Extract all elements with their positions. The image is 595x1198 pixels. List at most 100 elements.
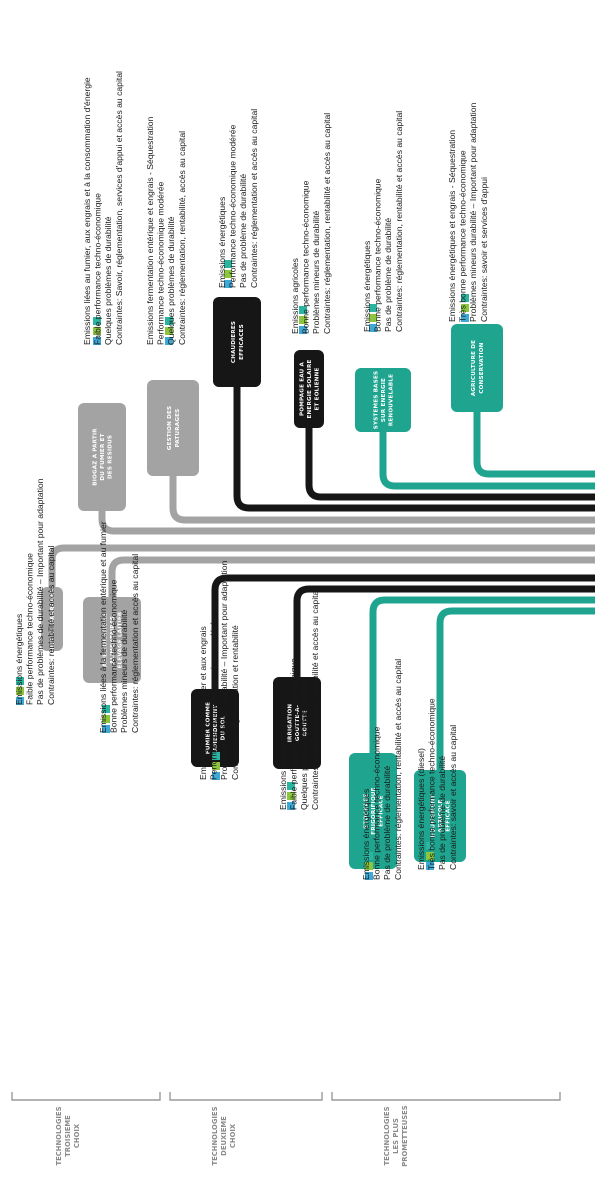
box-label-irrigation: IRRIGATION GOUTTE-A- GOUTTE bbox=[287, 704, 308, 743]
note-line: Bonne performance techno-économique bbox=[109, 579, 119, 733]
branch-irrigation bbox=[293, 585, 595, 677]
box-biogaz bbox=[78, 403, 126, 511]
energy-icon bbox=[102, 725, 110, 733]
box-label-stockage: STOCKAGE FRIGORIFIQUE EFFICACE bbox=[363, 787, 384, 834]
energy-icon bbox=[212, 772, 220, 780]
note-line: Emissions énergétiques bbox=[278, 719, 288, 810]
note-line: Emissions énergétiques bbox=[362, 241, 372, 332]
note-line: Contraintes: rentabilité et accès au cap… bbox=[46, 545, 56, 705]
note-line: Problèmes mineurs de durabilité bbox=[311, 211, 321, 334]
branch-petits-barrages bbox=[48, 544, 595, 587]
note-line: Quelques problèmes de durabilité bbox=[299, 681, 309, 810]
category-label-line: CHOIX bbox=[73, 1123, 81, 1148]
branch-chaudieres bbox=[233, 387, 595, 512]
note-line: Faible performance techno-économique bbox=[25, 553, 35, 705]
note-line: Bonne performance techno-économique bbox=[372, 726, 382, 880]
building-icon bbox=[165, 317, 173, 325]
icons-biogaz bbox=[93, 317, 101, 345]
box-label-line: GOUTTE bbox=[303, 710, 309, 737]
farm-icon bbox=[461, 304, 469, 312]
energy-icon bbox=[287, 802, 295, 810]
energy-icon bbox=[16, 697, 24, 705]
branch-agriculture bbox=[473, 412, 595, 478]
technology-notes: Emissions énergétiques Faible performance… bbox=[14, 71, 489, 880]
note-line: Contraintes: savoir et accès au capital bbox=[448, 725, 458, 870]
technology-boxes: PETITS BARRAGES AMELIORATIONS ALIMENTAIRES… bbox=[41, 297, 503, 869]
note-line: Contraintes: réglementation, rentabilité… bbox=[177, 131, 187, 345]
box-agriculture bbox=[451, 324, 503, 412]
category-third: TECHNOLOGIES TROISIEME CHOIX bbox=[55, 1106, 81, 1165]
bracket-second bbox=[169, 1092, 323, 1101]
note-line: Performance techno-économique modérée bbox=[209, 616, 219, 780]
box-label-systemes: SYSTEMES BASES SUR ENERGIE RENOUVELABLE bbox=[373, 371, 394, 429]
note-line: Emissions énergétiques (diesel) bbox=[416, 748, 426, 870]
note-line: Contraintes: réglementation et rentabili… bbox=[230, 625, 240, 780]
note-line: Contraintes: réglementation et accès au … bbox=[130, 554, 140, 733]
box-label-line: FUMIER COMME bbox=[205, 702, 211, 754]
note-line: Contraintes: savoir et services d'appui bbox=[479, 177, 489, 322]
box-label-line: AGRICOLE bbox=[438, 799, 444, 832]
box-label-pompage: POMPAGE EAU A ENERGIE SOLAIRE ET EOLIENNE bbox=[299, 360, 320, 419]
note-line: Problèmes mineurs durabilité – Important… bbox=[468, 103, 478, 322]
box-label-line: DU SOL bbox=[221, 715, 227, 740]
building-icon bbox=[224, 260, 232, 268]
building-icon bbox=[461, 294, 469, 302]
note-line: Emissions agricoles bbox=[290, 258, 300, 334]
box-label-line: STOCKAGE bbox=[363, 793, 369, 828]
note-line: Problèmes mineurs durabilité – Important… bbox=[219, 561, 229, 780]
notes-biogaz: Emissions liées au fumier, aux engrais e… bbox=[82, 71, 124, 345]
building-icon bbox=[287, 782, 295, 790]
box-label-line: AGRICULTURE DE bbox=[471, 340, 477, 396]
category-label-line: CHOIX bbox=[229, 1123, 237, 1148]
note-line: Pas de problème de durabilité bbox=[382, 766, 392, 880]
farm-icon bbox=[224, 270, 232, 278]
box-label-line: EFFICACES bbox=[239, 324, 245, 360]
box-irrigation bbox=[273, 677, 321, 769]
icons-ameliorations bbox=[102, 705, 110, 733]
box-chaudieres bbox=[213, 297, 261, 387]
box-label-line: SUR ENERGIE bbox=[381, 378, 387, 422]
note-line: Emissions fermentation entérique et engr… bbox=[145, 116, 155, 345]
box-label-line: ENERGIE SOLAIRE bbox=[307, 360, 313, 419]
category-label-line: TECHNOLOGIES bbox=[211, 1106, 219, 1165]
category-best: TECHNOLOGIES LES PLUS PROMETTEUSES bbox=[383, 1105, 409, 1167]
building-icon bbox=[426, 842, 434, 850]
bracket-third bbox=[11, 1092, 161, 1101]
box-ameliorations bbox=[83, 597, 141, 683]
energy-icon bbox=[365, 872, 373, 880]
notes-fumier-sol: Emissions liées au fumier et aux engrais… bbox=[198, 561, 240, 780]
energy-icon bbox=[93, 337, 101, 345]
category-label-line: TECHNOLOGIES bbox=[55, 1106, 63, 1165]
building-icon bbox=[102, 705, 110, 713]
box-label-line: GESTION DES bbox=[167, 406, 173, 450]
notes-agriculture: Emissions énergétiques et engrais - Séqu… bbox=[447, 103, 489, 322]
farm-icon bbox=[212, 762, 220, 770]
box-label-line: POMPAGE EAU A bbox=[299, 361, 305, 416]
icons-stockage bbox=[365, 852, 373, 880]
box-label-line: DES RESIDUS bbox=[108, 435, 114, 479]
box-fumier-sol bbox=[191, 689, 239, 767]
notes-petits-barrages: Emissions énergétiques Faible performance… bbox=[14, 478, 56, 705]
category-label-line: DEUXIEME bbox=[220, 1116, 228, 1156]
note-line: Pas de problème de durabilité bbox=[437, 756, 447, 870]
box-label-paturages: GESTION DES PATURAGES bbox=[167, 406, 181, 450]
box-label-line: AMELIORATIONS bbox=[102, 613, 108, 667]
energy-icon bbox=[224, 280, 232, 288]
box-label-line: IRRIGATION bbox=[287, 704, 293, 743]
building-icon bbox=[365, 852, 373, 860]
box-paturages bbox=[147, 380, 199, 476]
category-labels: TECHNOLOGIES TROISIEME CHOIX TECHNOLOGIES DE… bbox=[55, 1105, 409, 1167]
note-line: Performance techno-économique modérée bbox=[228, 124, 238, 288]
icons-fumier-sol bbox=[212, 752, 220, 780]
icons-equipement bbox=[426, 842, 434, 870]
note-line: Contraintes: réglementation, rentabilité… bbox=[322, 113, 332, 334]
farm-icon bbox=[165, 327, 173, 335]
farm-icon bbox=[16, 687, 24, 695]
box-equipement bbox=[414, 770, 466, 862]
farm-icon bbox=[299, 316, 307, 324]
farm-icon bbox=[426, 852, 434, 860]
note-line: Pas de problème de durabilité bbox=[383, 218, 393, 332]
note-line: Contraintes: Savoir, réglementation, ser… bbox=[114, 71, 124, 345]
farm-icon bbox=[287, 792, 295, 800]
note-line: Performance techno-économique modérée bbox=[156, 181, 166, 345]
